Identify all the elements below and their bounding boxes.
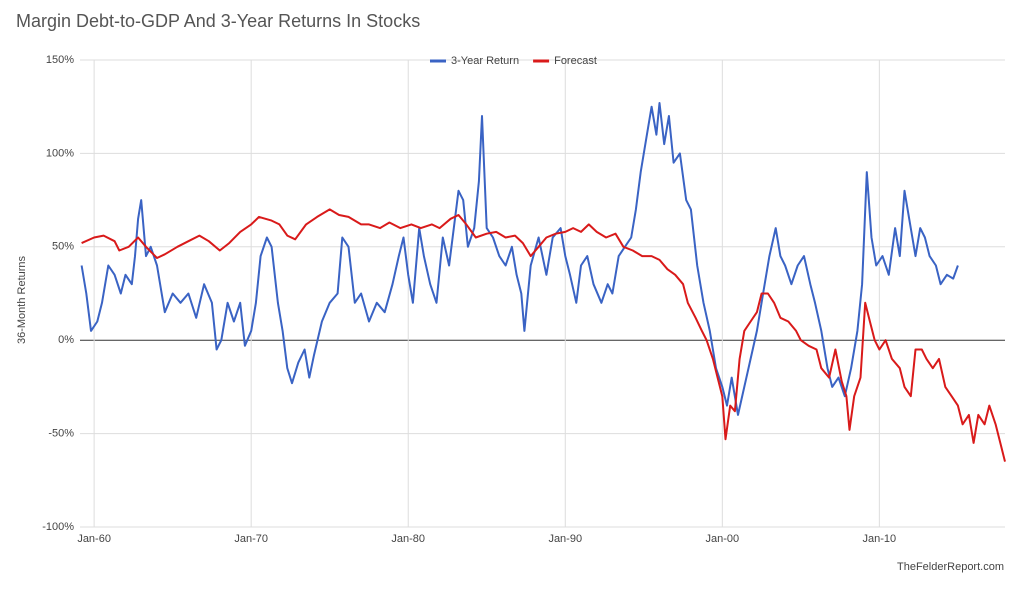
x-tick-label: Jan-70: [234, 533, 268, 545]
x-tick-label: Jan-60: [77, 533, 111, 545]
y-axis-label: 36-Month Returns: [16, 255, 28, 344]
y-tick-label: -50%: [48, 428, 74, 440]
x-tick-label: Jan-80: [391, 533, 425, 545]
y-tick-label: -100%: [42, 521, 74, 533]
legend-label: Forecast: [554, 55, 597, 67]
y-tick-label: 50%: [52, 241, 74, 253]
series-line: [81, 208, 1006, 462]
legend-label: 3-Year Return: [451, 55, 519, 67]
x-tick-label: Jan-10: [863, 533, 897, 545]
y-tick-label: 0%: [58, 334, 74, 346]
source: TheFelderReport.com: [897, 561, 1004, 573]
x-tick-label: Jan-90: [548, 533, 582, 545]
series-line: [80, 102, 959, 416]
chart-title: Margin Debt-to-GDP And 3-Year Returns In…: [16, 11, 420, 31]
x-tick-label: Jan-00: [705, 533, 739, 545]
y-tick-label: 100%: [46, 147, 74, 159]
y-tick-label: 150%: [46, 54, 74, 66]
